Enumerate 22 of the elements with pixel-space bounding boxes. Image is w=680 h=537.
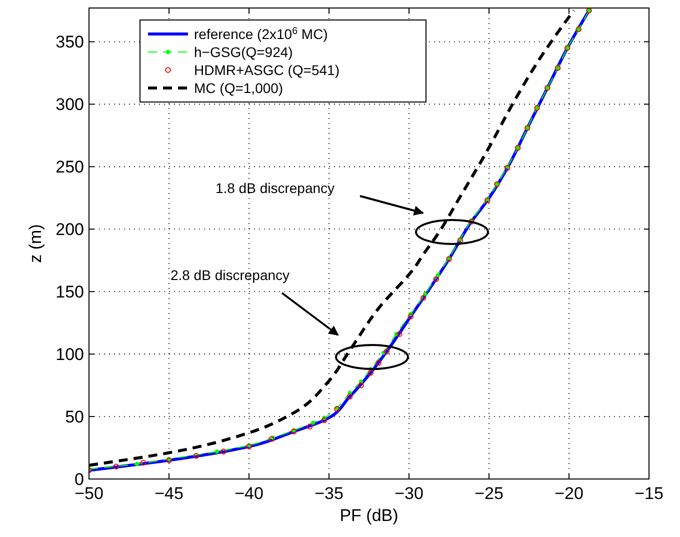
- legend-label: reference (2x10$^{6}$ MC): [194, 26, 328, 42]
- x-axis-title: PF (dB): [340, 506, 398, 525]
- y-tick-label: 250: [56, 158, 84, 177]
- x-tick-label: −25: [474, 484, 504, 503]
- legend-label: MC (Q=1,000): [194, 80, 284, 96]
- y-tick-label: 50: [65, 408, 84, 427]
- x-tick-label: −35: [314, 484, 344, 503]
- y-tick-label: 100: [56, 345, 84, 364]
- y-tick-label: 200: [56, 220, 84, 240]
- legend-label: h−GSG(Q=924): [194, 44, 293, 60]
- y-axis-title: z (m): [26, 224, 45, 263]
- x-tick-label: −20: [554, 484, 584, 503]
- x-tick-label: −40: [234, 484, 264, 503]
- legend-label: HDMR+ASGC (Q=541): [194, 62, 340, 78]
- annotation: 1.8 dB discrepancy: [215, 180, 335, 196]
- y-tick-label: 300: [56, 95, 84, 114]
- x-tick-label: −45: [154, 484, 184, 503]
- annotation: 2.8 dB discrepancy: [170, 267, 290, 283]
- x-tick-label: −30: [394, 484, 424, 503]
- y-tick-label: 150: [56, 282, 84, 302]
- x-tick-label: −15: [634, 484, 664, 503]
- y-tick-label: 350: [56, 32, 84, 52]
